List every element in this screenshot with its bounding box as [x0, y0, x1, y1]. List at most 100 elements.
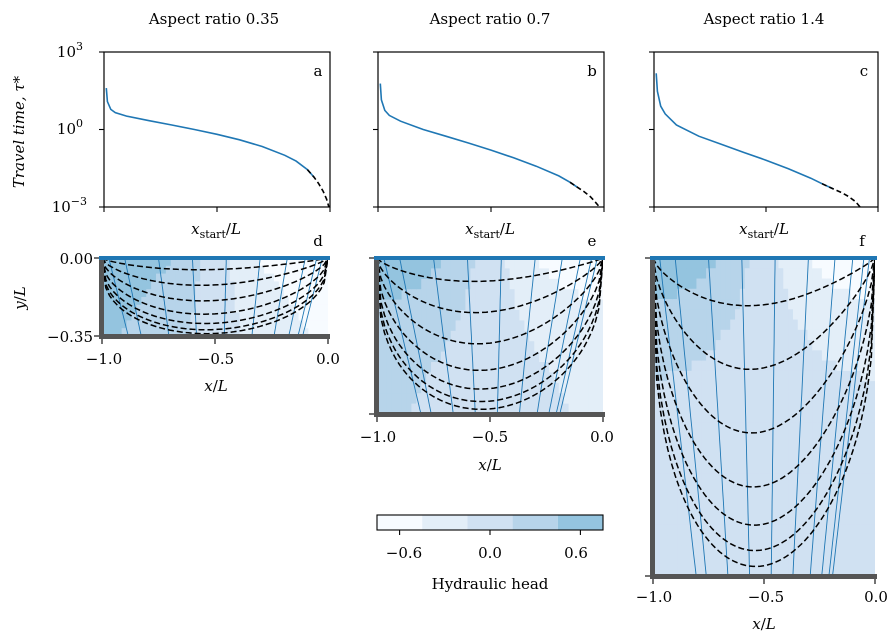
head-cell	[450, 403, 457, 414]
head-cell	[807, 391, 813, 403]
head-cell	[524, 403, 530, 414]
head-cell	[416, 289, 422, 301]
head-cell	[855, 278, 862, 290]
head-cell	[499, 278, 506, 290]
head-cell	[677, 288, 683, 300]
head-cell	[485, 289, 491, 301]
head-cell	[377, 393, 383, 405]
head-cell	[529, 403, 535, 414]
head-cell	[504, 362, 511, 373]
head-cell	[686, 493, 693, 505]
head-cell	[749, 381, 755, 392]
head-cell	[706, 391, 712, 403]
head-cell	[170, 281, 177, 290]
head-cell	[677, 258, 683, 269]
head-cell	[783, 463, 789, 475]
head-cell	[288, 312, 295, 321]
head-cell	[696, 268, 702, 280]
head-cell	[701, 258, 707, 269]
head-cell	[826, 504, 833, 516]
head-cell	[662, 309, 669, 321]
head-cell	[568, 403, 575, 414]
head-cell	[273, 273, 280, 282]
head-cell	[391, 372, 398, 384]
head-cell	[298, 312, 305, 321]
head-cell	[807, 258, 813, 269]
head-cell	[696, 340, 702, 351]
head-cell	[812, 524, 818, 536]
head-cell	[391, 403, 398, 414]
head-cell	[792, 340, 799, 351]
head-cell	[494, 268, 501, 280]
head-cell	[431, 351, 437, 363]
axes-frame-a	[103, 51, 331, 208]
head-cell	[568, 382, 575, 394]
head-cell	[807, 442, 813, 454]
head-cell	[754, 422, 760, 433]
head-cell	[715, 432, 722, 444]
head-cell	[855, 504, 862, 516]
head-cell	[653, 534, 659, 546]
head-cell	[548, 372, 555, 384]
head-cell	[386, 403, 393, 414]
head-cell	[768, 288, 775, 300]
head-cell	[730, 370, 736, 382]
head-cell	[529, 372, 535, 384]
head-cell	[783, 504, 789, 516]
head-cell	[706, 381, 712, 392]
head-cell	[485, 372, 491, 384]
head-cell	[749, 329, 755, 341]
head-cell	[821, 258, 828, 269]
head-cell	[534, 310, 540, 321]
head-cell	[759, 309, 765, 321]
head-cell	[826, 524, 833, 536]
head-cell	[681, 258, 688, 269]
head-cell	[475, 278, 481, 290]
head-cell	[146, 320, 152, 329]
head-cell	[519, 351, 525, 363]
head-cell	[817, 411, 823, 423]
head-cell	[817, 555, 823, 567]
head-cell	[102, 297, 108, 306]
head-cell	[831, 422, 837, 433]
head-cell	[855, 483, 862, 495]
head-cell	[836, 268, 842, 280]
head-cell	[102, 320, 108, 329]
head-cell	[701, 555, 707, 567]
head-cell	[381, 403, 388, 414]
head-cell	[662, 278, 669, 290]
head-cell	[534, 278, 540, 290]
head-cell	[783, 524, 789, 536]
head-cell	[431, 341, 437, 353]
head-cell	[593, 289, 599, 301]
head-cell	[749, 278, 755, 290]
head-cell	[691, 545, 698, 557]
head-cell	[377, 382, 383, 394]
head-cell	[136, 265, 142, 275]
head-cell	[846, 483, 852, 495]
head-cell	[850, 340, 857, 351]
head-cell	[836, 504, 842, 516]
head-cell	[558, 403, 565, 414]
head-cell	[318, 328, 324, 336]
head-cell	[754, 391, 760, 403]
ylabel-y-over-l: y/L	[11, 286, 29, 311]
head-cell	[672, 350, 678, 362]
head-cell	[855, 565, 862, 576]
head-cell	[701, 340, 707, 351]
head-cell	[715, 391, 722, 403]
head-cell	[778, 319, 784, 331]
head-cell	[841, 524, 847, 536]
xtick-label-f-0: −1.0	[636, 588, 672, 606]
head-cell	[578, 278, 584, 290]
head-cell	[583, 289, 589, 301]
head-cell	[548, 351, 555, 363]
head-cell	[850, 565, 857, 576]
head-cell	[764, 483, 770, 495]
head-cell	[593, 362, 599, 373]
head-cell	[229, 289, 236, 298]
head-cell	[744, 524, 751, 536]
head-cell	[229, 297, 236, 306]
head-cell	[797, 493, 804, 505]
head-cell	[768, 319, 775, 331]
